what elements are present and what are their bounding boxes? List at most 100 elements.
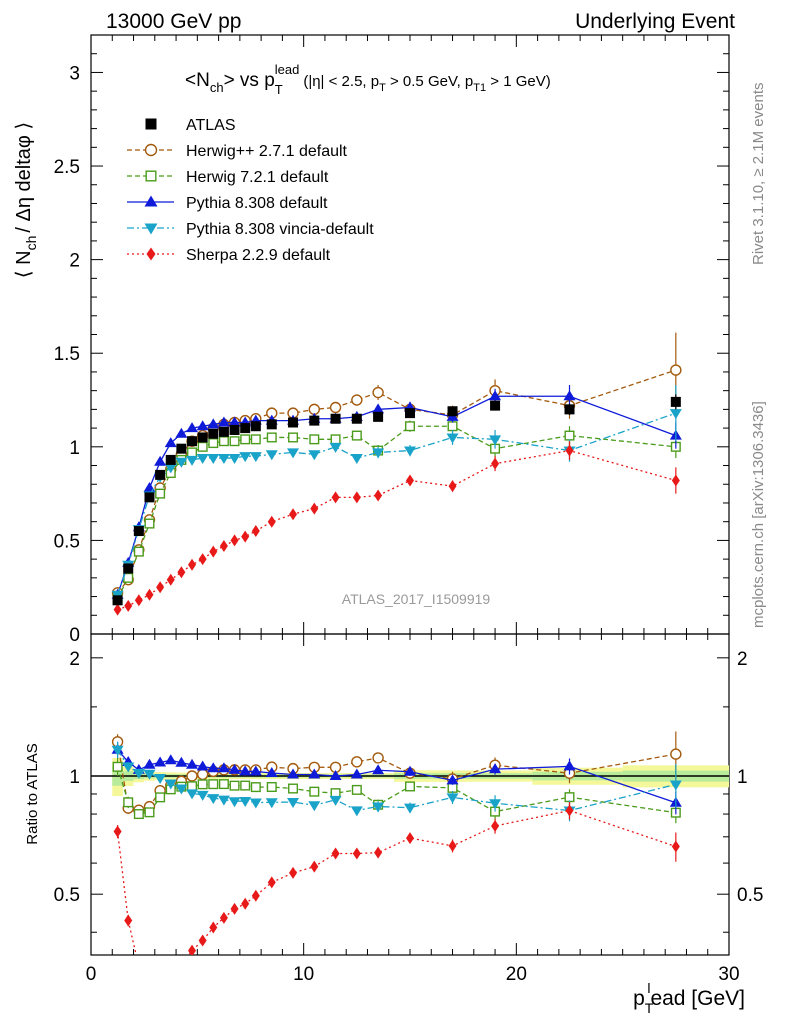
- data-point-sherpa-2-2-9-default: [448, 480, 457, 493]
- series-line-sherpa-2-2-9-default: [117, 449, 677, 611]
- ratio-point-sherpa-2-2-9-default: [406, 832, 414, 845]
- ratio-point-pythia-8-308-vincia-default: [143, 769, 156, 780]
- axis-ticks: 0 10 20 30 0 0.5 1 1.5 2 2.5 3 0.5 0.5 1 1 2 2: [54, 35, 763, 985]
- title-vs-sup: lead: [275, 62, 300, 77]
- data-point-atlas: [373, 411, 384, 422]
- data-point-sherpa-2-2-9-default: [219, 540, 228, 553]
- ratio-point-sherpa-2-2-9-default: [267, 876, 276, 889]
- ratio-series: [111, 731, 682, 994]
- header-right: Underlying Event: [575, 10, 735, 33]
- ratio-point-pythia-8-308-vincia-default: [207, 794, 220, 805]
- data-point-herwig-7-2-1-default: [144, 518, 155, 529]
- ratio-point-herwig-7-2-1-default: [309, 786, 320, 797]
- y-tick-label: 1.5: [54, 344, 80, 365]
- ratio-point-herwig-7-2-1-default: [447, 782, 458, 793]
- legend-marker-pythia-8-308-vincia-default: [144, 223, 158, 235]
- data-point-atlas: [218, 426, 229, 437]
- ratio-y-tick-label-right: 1: [737, 767, 748, 788]
- main-y-axis-label: ⟨ Nch/ Δη deltaφ ⟩: [13, 122, 39, 278]
- data-point-pythia-8-308-vincia-default: [217, 454, 230, 465]
- ratio-point-herwig-7-2-1-default: [123, 797, 134, 808]
- ratio-point-herwig-7-2-1-default: [155, 792, 166, 803]
- data-point-pythia-8-308-default: [154, 455, 167, 466]
- ratio-point-pythia-8-308-default: [372, 764, 385, 775]
- legend-label-atlas: ATLAS: [186, 117, 236, 134]
- data-point-pythia-8-308-vincia-default: [350, 454, 363, 465]
- ratio-point-sherpa-2-2-9-default: [448, 839, 457, 852]
- title-vs-sub: T: [275, 82, 283, 97]
- data-point-sherpa-2-2-9-default: [289, 508, 298, 521]
- ratio-point-sherpa-2-2-9-default: [491, 819, 500, 832]
- data-point-atlas: [405, 408, 415, 419]
- ratio-point-herwig-2-7-1-default: [372, 752, 384, 764]
- ratio-point-pythia-8-308-vincia-default: [122, 762, 135, 773]
- data-point-sherpa-2-2-9-default: [374, 489, 383, 502]
- data-point-pythia-8-308-vincia-default: [186, 455, 199, 466]
- data-point-sherpa-2-2-9-default: [241, 530, 250, 543]
- ratio-point-pythia-8-308-default: [228, 763, 241, 774]
- y-tick-label: 2.5: [54, 157, 80, 178]
- ratio-point-herwig-7-2-1-default: [197, 779, 208, 790]
- ratio-point-pythia-8-308-default: [287, 768, 300, 779]
- data-point-pythia-8-308-vincia-default: [207, 454, 220, 465]
- ratio-point-sherpa-2-2-9-default: [310, 860, 319, 873]
- ratio-point-sherpa-2-2-9-default: [289, 866, 298, 879]
- data-point-pythia-8-308-vincia-default: [196, 454, 209, 465]
- ratio-point-herwig-7-2-1-default: [187, 781, 198, 792]
- data-point-atlas: [123, 563, 134, 574]
- data-point-herwig-7-2-1-default: [288, 432, 299, 443]
- ratio-point-pythia-8-308-default: [143, 758, 156, 769]
- data-point-herwig-2-7-1-default: [372, 386, 384, 399]
- ratio-point-sherpa-2-2-9-default: [156, 979, 164, 991]
- data-point-pythia-8-308-vincia-default: [404, 446, 416, 457]
- ratio-point-herwig-2-7-1-default: [186, 770, 198, 782]
- data-point-pythia-8-308-vincia-default: [265, 450, 278, 461]
- data-point-herwig-7-2-1-default: [208, 438, 219, 449]
- data-point-sherpa-2-2-9-default: [310, 502, 319, 515]
- ratio-point-sherpa-2-2-9-default: [198, 934, 207, 947]
- y-tick-label: 0: [69, 625, 80, 646]
- data-point-pythia-8-308-default: [563, 390, 576, 401]
- ratio-point-pythia-8-308-vincia-default: [175, 784, 188, 795]
- data-point-sherpa-2-2-9-default: [331, 491, 340, 504]
- data-point-herwig-7-2-1-default: [155, 488, 166, 499]
- data-point-sherpa-2-2-9-default: [565, 444, 574, 457]
- data-point-sherpa-2-2-9-default: [230, 534, 239, 547]
- data-point-pythia-8-308-default: [372, 403, 385, 414]
- data-point-atlas: [250, 421, 261, 432]
- data-point-pythia-8-308-default: [175, 427, 188, 438]
- title-cuts-mid: > 0.5 GeV, p: [386, 73, 473, 90]
- data-point-atlas: [288, 417, 299, 428]
- data-point-sherpa-2-2-9-default: [166, 573, 175, 586]
- data-point-atlas: [330, 413, 341, 424]
- legend-marker-sherpa-2-2-9-default: [146, 247, 156, 261]
- ratio-point-pythia-8-308-vincia-default: [287, 798, 300, 809]
- ratio-point-sherpa-2-2-9-default: [145, 982, 153, 994]
- ratio-point-pythia-8-308-default: [239, 765, 252, 776]
- ratio-point-sherpa-2-2-9-default: [241, 897, 250, 910]
- x-tick-label: 30: [718, 964, 739, 985]
- x-axis-label: pTlead [GeV]: [633, 980, 745, 1016]
- ratio-point-sherpa-2-2-9-default: [177, 957, 185, 969]
- data-point-pythia-8-308-vincia-default: [249, 452, 262, 463]
- data-point-herwig-7-2-1-default: [266, 432, 277, 443]
- data-point-herwig-7-2-1-default: [250, 434, 261, 445]
- ratio-point-sherpa-2-2-9-default: [230, 902, 239, 915]
- ratio-y-tick-label: 0.5: [54, 885, 80, 906]
- data-point-sherpa-2-2-9-default: [124, 599, 133, 612]
- ratio-point-pythia-8-308-vincia-default: [350, 806, 363, 817]
- title-main-sub: ch: [210, 80, 224, 95]
- ratio-point-herwig-7-2-1-default: [351, 784, 362, 795]
- data-point-atlas: [133, 526, 144, 537]
- title-cuts-sub2: T1: [473, 82, 486, 94]
- ratio-y-tick-label: 2: [69, 649, 80, 670]
- ratio-point-pythia-8-308-vincia-default: [132, 768, 145, 779]
- legend-marker-pythia-8-308-default: [144, 195, 158, 207]
- ratio-point-pythia-8-308-default: [308, 768, 321, 779]
- ratio-point-pythia-8-308-default: [154, 756, 167, 767]
- ratio-point-herwig-7-2-1-default: [564, 792, 575, 803]
- ratio-point-herwig-2-7-1-default: [196, 768, 209, 781]
- ratio-point-pythia-8-308-default: [196, 760, 209, 771]
- legend-marker-herwig-2-7-1-default: [144, 143, 158, 157]
- ratio-point-herwig-7-2-1-default: [112, 761, 123, 772]
